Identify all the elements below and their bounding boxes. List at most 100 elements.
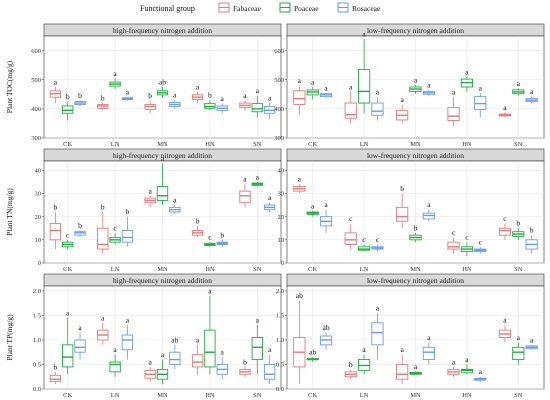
box-poaceae: a: [109, 345, 121, 377]
y-tick-label: 2.0: [33, 288, 41, 295]
box-iqr: [239, 190, 251, 204]
box-fabaceae: a: [49, 78, 62, 104]
box-fabaceae: ab: [293, 291, 306, 385]
box-rosaceae: a: [169, 91, 181, 109]
x-tick-label: SN: [253, 141, 262, 148]
x-tick-label: HN: [462, 392, 472, 399]
box-rosaceae: a: [263, 193, 276, 212]
significance-letter: a: [243, 175, 247, 184]
significance-letter: c: [113, 223, 117, 232]
box-iqr: [447, 241, 460, 250]
box-iqr: [422, 346, 435, 361]
panel-title: high-frequency nitrogen addition: [113, 151, 212, 160]
y-tick-label: 0.0: [33, 386, 41, 393]
box-poaceae: a: [460, 355, 474, 375]
x-tick-label: SN: [514, 141, 523, 148]
box-rosaceae: ab: [319, 323, 333, 350]
significance-letter: a: [208, 286, 212, 295]
box-fabaceae: b: [344, 360, 357, 380]
significance-letter: c: [376, 235, 380, 244]
box-iqr: [49, 374, 62, 383]
panel-title: low-frequency nitrogen addition: [367, 276, 464, 285]
significance-letter: a: [349, 82, 353, 91]
significance-letter: a: [517, 333, 521, 342]
box-fabaceae: b: [396, 184, 409, 229]
y-tick-label: 0: [38, 260, 41, 267]
box-fabaceae: a: [293, 175, 306, 194]
legend-item-fabaceae: Fabaceae: [218, 2, 262, 13]
significance-letter: a: [362, 29, 366, 38]
box-rosaceae: c: [474, 237, 487, 254]
significance-letter: a: [465, 355, 469, 364]
box-rosaceae: a: [474, 367, 487, 382]
significance-letter: b: [220, 230, 224, 239]
box-poaceae: ab: [156, 78, 169, 98]
box-iqr: [121, 230, 134, 243]
box-poaceae: a: [460, 67, 474, 92]
box-rosaceae: a: [74, 323, 86, 360]
box-iqr: [512, 346, 525, 361]
y-axis-label: Plant TP(mg/g): [5, 314, 14, 361]
significance-letter: b: [243, 357, 247, 366]
box-rosaceae: a: [319, 83, 333, 98]
y-tick-label: 30: [35, 191, 42, 198]
significance-letter: a: [221, 94, 225, 103]
panel-title: low-frequency nitrogen addition: [367, 151, 464, 160]
significance-letter: a: [243, 91, 247, 100]
box-poaceae: a: [251, 316, 263, 375]
legend-label: Fabaceae: [233, 4, 262, 13]
box-rosaceae: ab: [169, 335, 181, 370]
box-poaceae: c: [357, 235, 371, 252]
significance-letter: a: [503, 316, 507, 325]
box-fabaceae: a: [97, 313, 109, 345]
box-poaceae: c: [460, 233, 474, 257]
box-fabaceae: a: [447, 357, 460, 377]
x-tick-label: MN: [157, 266, 168, 273]
significance-letter: b: [414, 223, 418, 232]
significance-letter: a: [465, 67, 469, 76]
legend-label: Poaceae: [294, 4, 319, 13]
x-tick-label: SN: [514, 266, 523, 273]
significance-letter: a: [517, 79, 521, 88]
y-tick-label: 20: [35, 214, 42, 221]
box-fabaceae: b: [239, 357, 251, 377]
panel-3-1: high-frequency nitrogen addition 0.0 0.5 1.…: [5, 273, 282, 399]
panel-1-2: low-frequency nitrogen addition 300 400 500…: [274, 23, 545, 148]
significance-letter: ab: [309, 348, 316, 357]
y-tick-label: 0.0: [276, 386, 284, 393]
significance-letter: a: [324, 83, 328, 92]
significance-letter: b: [349, 360, 353, 369]
box-rosaceae: a: [525, 335, 538, 350]
box-rosaceae: b: [525, 226, 538, 254]
box-iqr: [371, 102, 384, 116]
significance-letter: a: [376, 303, 380, 312]
box-fabaceae: a: [191, 82, 204, 104]
box-poaceae: a: [251, 86, 263, 118]
x-tick-label: LN: [360, 266, 369, 273]
significance-letter: c: [503, 214, 507, 223]
significance-letter: b: [208, 91, 212, 100]
box-fabaceae: b: [97, 94, 109, 111]
x-tick-label: CK: [308, 392, 317, 399]
box-rosaceae: a: [216, 348, 228, 380]
significance-letter: a: [311, 201, 315, 210]
box-iqr: [460, 368, 474, 374]
box-iqr: [293, 90, 306, 105]
significance-letter: b: [516, 219, 520, 228]
significance-letter: c: [66, 230, 70, 239]
y-tick-label: 1.0: [276, 337, 284, 344]
significance-letter: b: [54, 203, 58, 212]
significance-letter: a: [298, 175, 302, 184]
significance-letter: a: [149, 357, 153, 366]
panel-2-2: low-frequency nitrogen addition 0 10 20 30 40…: [278, 148, 545, 273]
significance-letter: a: [256, 316, 260, 325]
box-fabaceae: b: [191, 216, 204, 238]
box-iqr: [156, 186, 169, 201]
box-fabaceae: b: [49, 203, 62, 250]
box-poaceae: a: [204, 286, 216, 375]
box-rosaceae: a: [263, 94, 276, 120]
panel-title: low-frequency nitrogen addition: [367, 26, 464, 35]
legend: Functional group Fabaceae Poaceae Rosaceae: [140, 2, 381, 13]
box-fabaceae: b: [144, 91, 156, 114]
box-poaceae: a: [156, 154, 169, 206]
